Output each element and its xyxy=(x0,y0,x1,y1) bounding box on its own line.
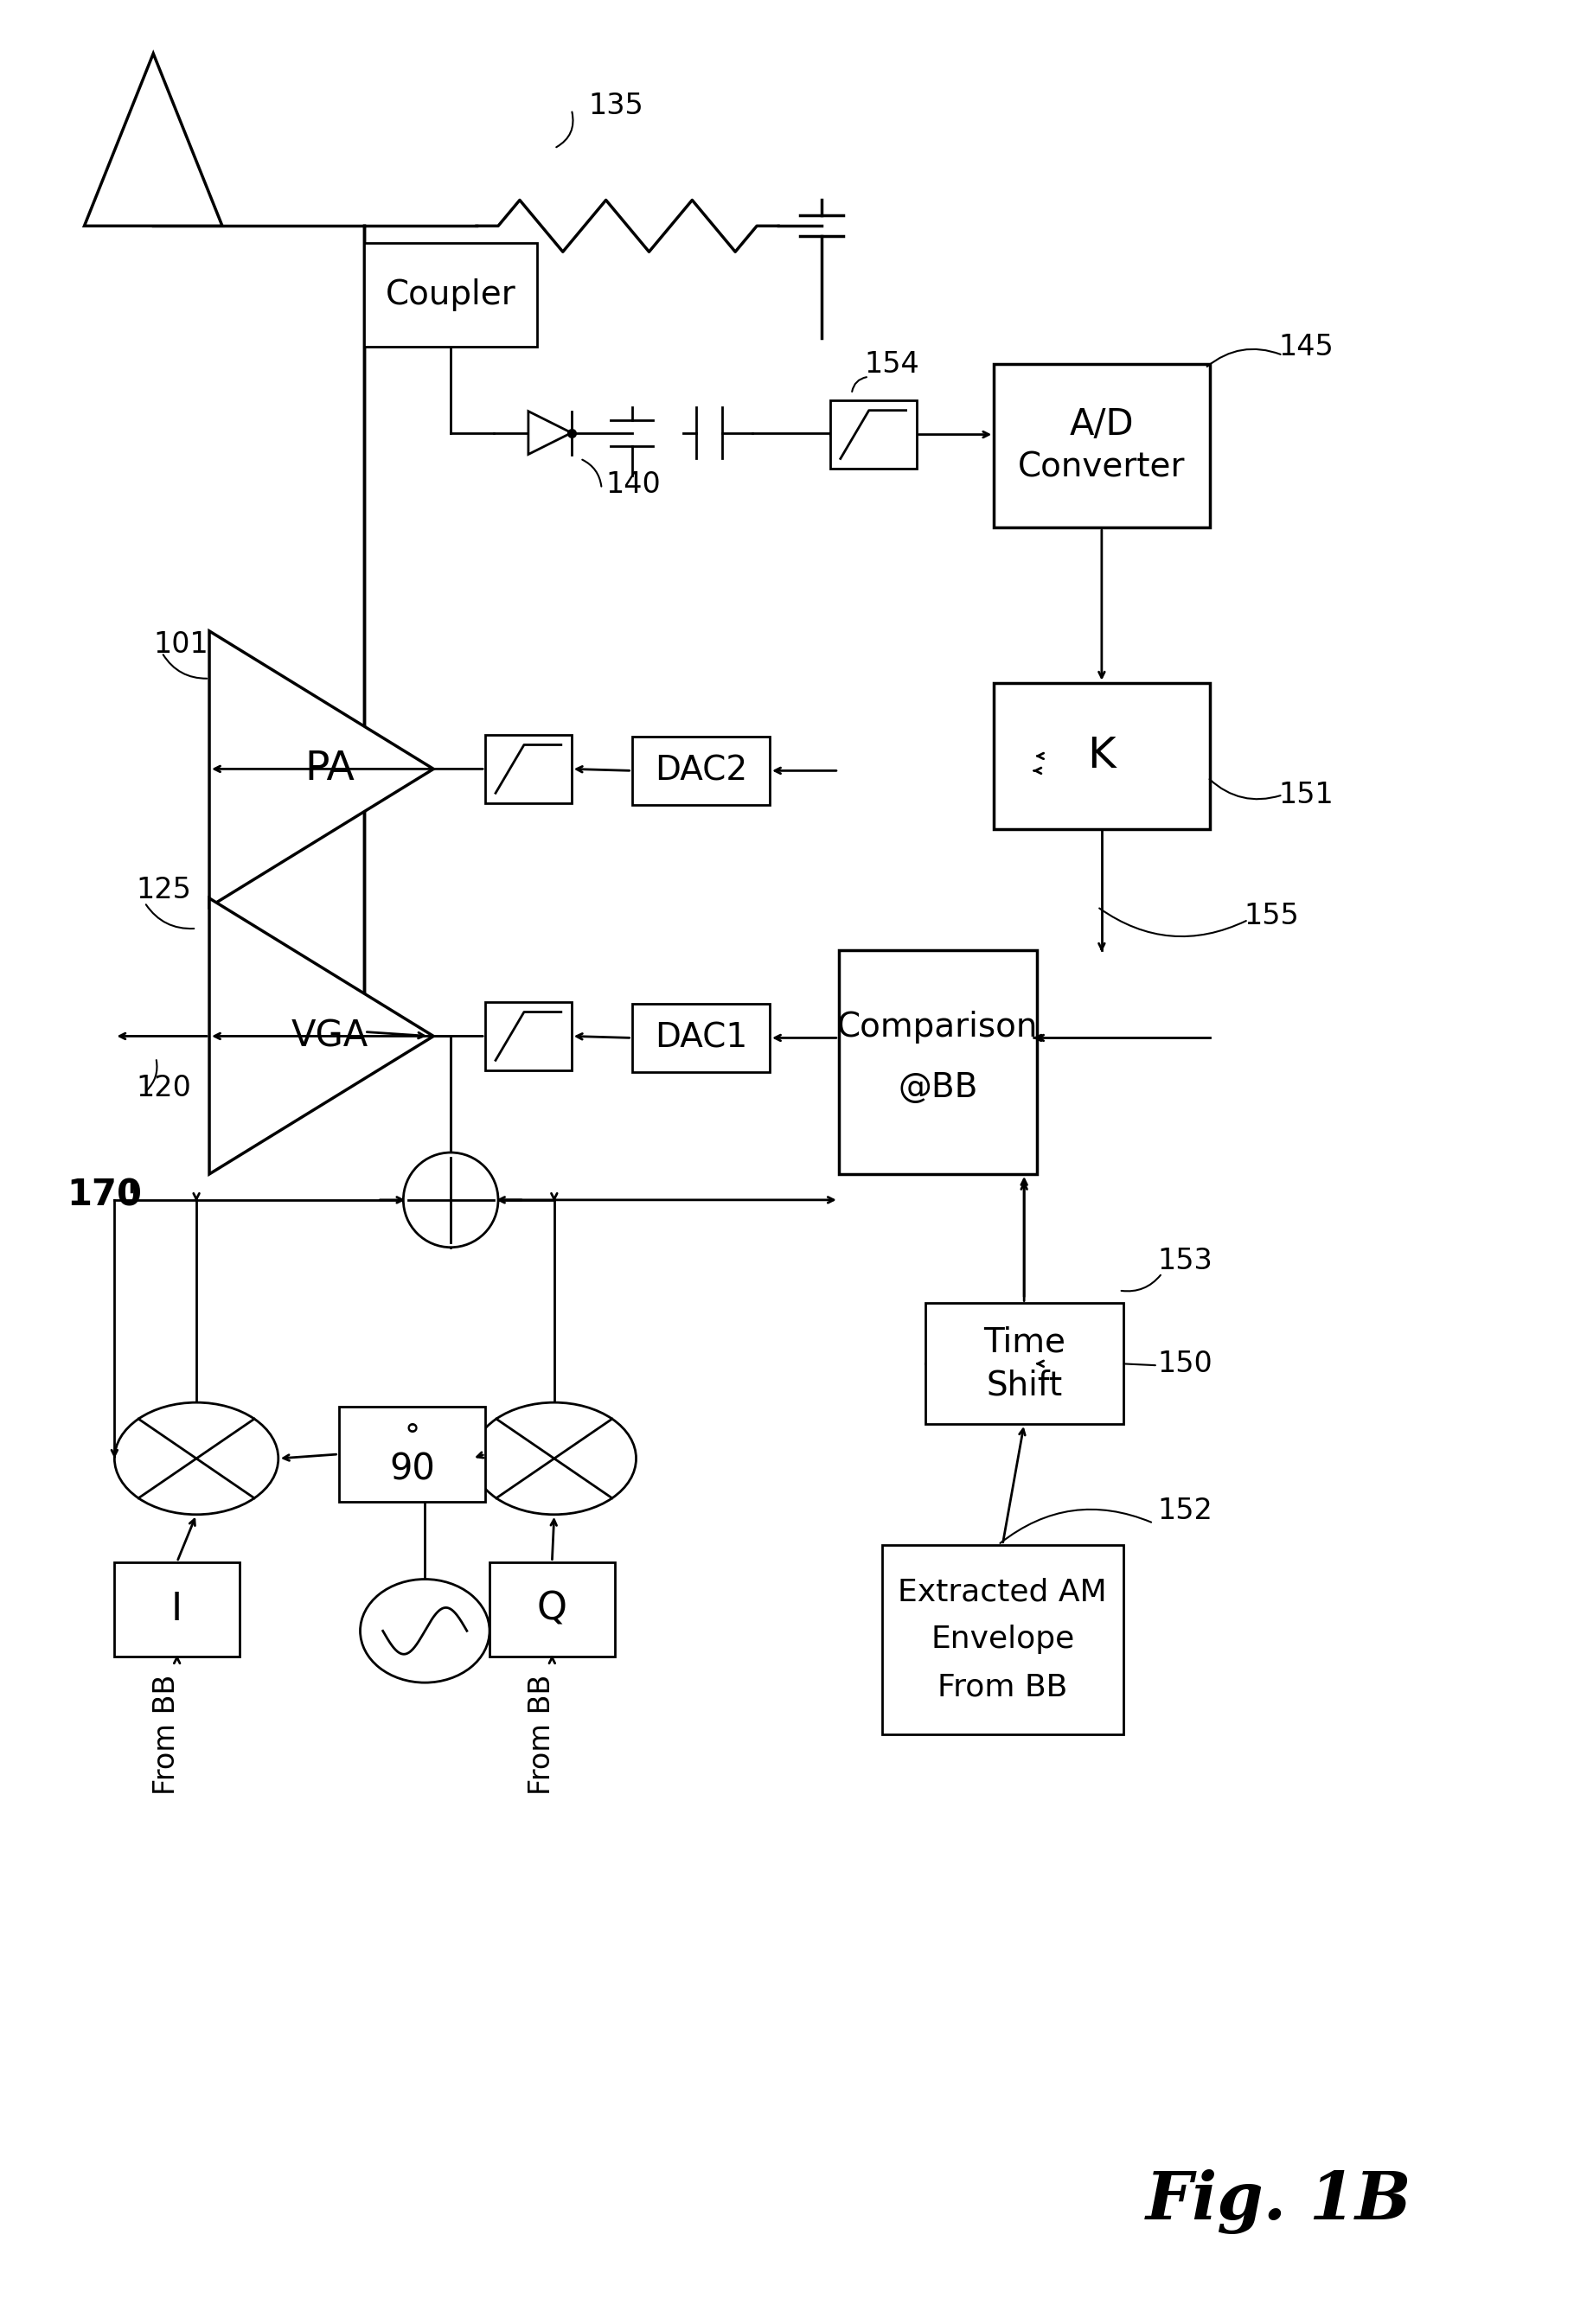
Text: Comparison: Comparison xyxy=(837,1011,1039,1043)
Text: 152: 152 xyxy=(1158,1497,1214,1525)
Bar xyxy=(631,737,770,804)
Text: VGA: VGA xyxy=(291,1018,368,1055)
Text: Time: Time xyxy=(984,1325,1066,1360)
Text: 155: 155 xyxy=(1243,902,1299,930)
Bar xyxy=(485,734,571,804)
Text: 90: 90 xyxy=(389,1452,434,1487)
Text: From BB: From BB xyxy=(527,1673,556,1794)
Text: Converter: Converter xyxy=(1018,451,1185,483)
Bar xyxy=(365,244,537,346)
Circle shape xyxy=(403,1153,497,1248)
Bar xyxy=(993,365,1209,528)
Text: 140: 140 xyxy=(606,472,661,500)
Bar xyxy=(839,951,1037,1174)
Bar xyxy=(993,683,1209,830)
Text: 151: 151 xyxy=(1278,781,1333,809)
Polygon shape xyxy=(85,53,222,225)
Polygon shape xyxy=(209,632,433,906)
Text: °: ° xyxy=(405,1422,420,1452)
Text: 150: 150 xyxy=(1158,1350,1214,1378)
Text: Fig. 1B: Fig. 1B xyxy=(1146,2168,1412,2233)
Ellipse shape xyxy=(360,1580,490,1683)
Text: 101: 101 xyxy=(153,630,208,658)
Text: PA: PA xyxy=(305,751,356,788)
Text: A/D: A/D xyxy=(1069,407,1133,442)
Bar xyxy=(926,1304,1124,1425)
Bar xyxy=(631,1004,770,1071)
Text: Coupler: Coupler xyxy=(386,279,516,311)
Text: I: I xyxy=(172,1590,183,1627)
Ellipse shape xyxy=(472,1401,636,1515)
Bar xyxy=(115,1562,239,1657)
Text: 120: 120 xyxy=(135,1074,192,1102)
Text: 135: 135 xyxy=(589,91,644,121)
Text: K: K xyxy=(1088,734,1116,776)
Text: 170: 170 xyxy=(68,1178,142,1213)
Text: From BB: From BB xyxy=(153,1673,181,1794)
Text: 154: 154 xyxy=(864,351,919,379)
Text: 153: 153 xyxy=(1158,1246,1214,1276)
Text: Shift: Shift xyxy=(985,1369,1062,1401)
Polygon shape xyxy=(529,411,571,456)
Bar xyxy=(485,1002,571,1071)
Text: @BB: @BB xyxy=(897,1071,977,1104)
Text: Extracted AM: Extracted AM xyxy=(899,1578,1107,1606)
Text: 125: 125 xyxy=(135,876,192,904)
Bar xyxy=(338,1406,485,1501)
Text: From BB: From BB xyxy=(938,1673,1067,1701)
Text: DAC1: DAC1 xyxy=(655,1023,748,1055)
Text: 145: 145 xyxy=(1278,332,1333,360)
Ellipse shape xyxy=(115,1401,279,1515)
Bar xyxy=(490,1562,614,1657)
Text: Q: Q xyxy=(537,1590,567,1627)
Bar xyxy=(881,1545,1124,1734)
Text: DAC2: DAC2 xyxy=(655,755,748,788)
Text: Envelope: Envelope xyxy=(930,1624,1075,1655)
Bar xyxy=(829,400,916,469)
Polygon shape xyxy=(209,899,433,1174)
